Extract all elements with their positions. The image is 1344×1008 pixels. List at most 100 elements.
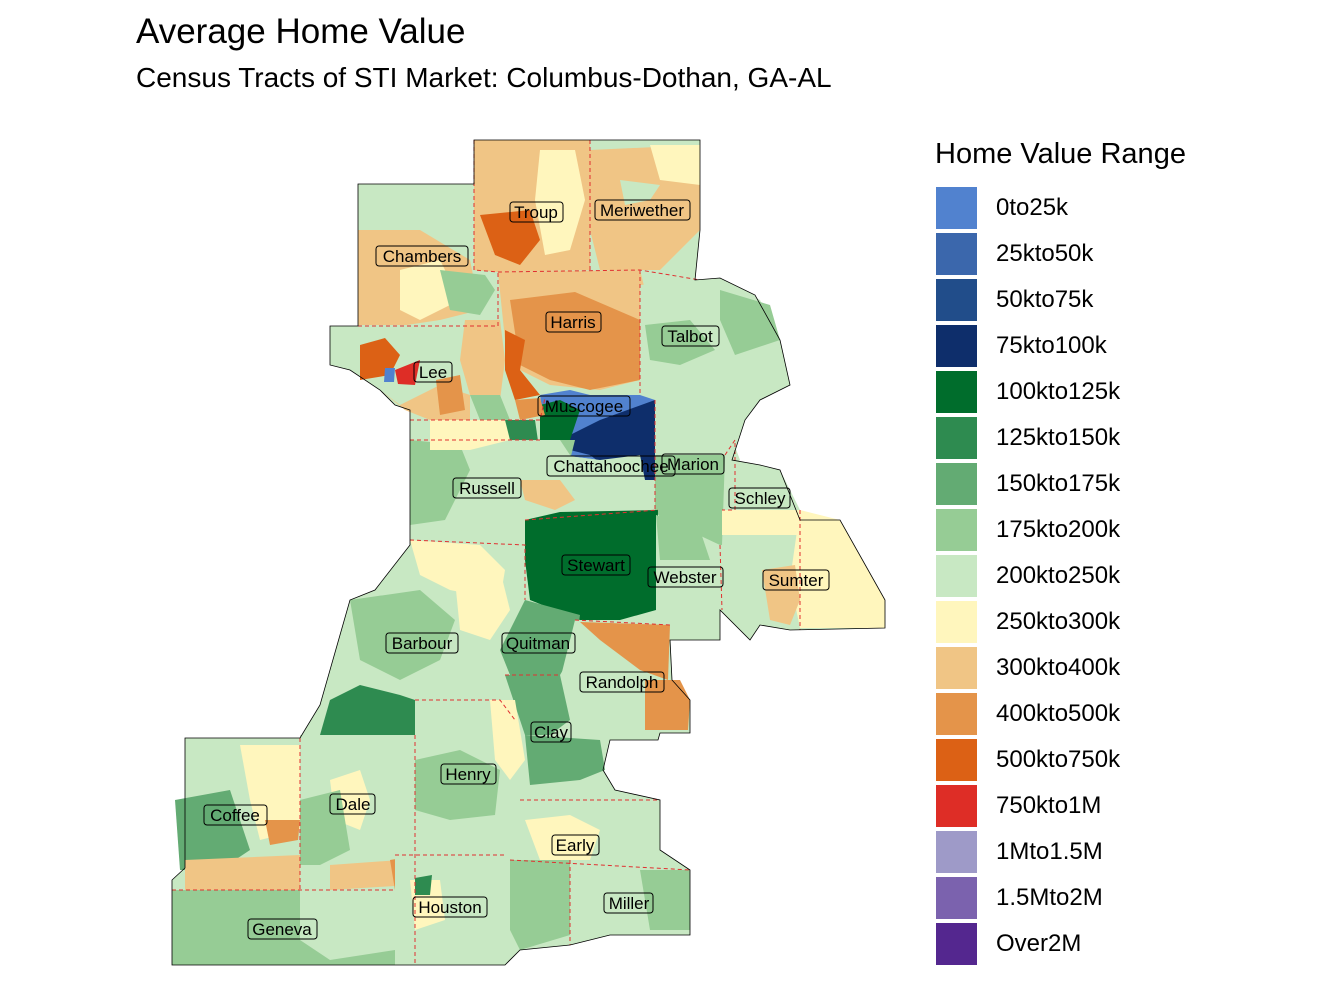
legend-swatch bbox=[935, 186, 978, 230]
svg-text:Meriwether: Meriwether bbox=[600, 201, 684, 220]
market-outline bbox=[171, 139, 886, 966]
tract-region bbox=[620, 180, 660, 205]
tract-region bbox=[436, 375, 465, 415]
legend-swatch bbox=[935, 600, 978, 644]
svg-text:Talbot: Talbot bbox=[667, 327, 713, 346]
tract-region bbox=[490, 700, 525, 780]
legend-swatch bbox=[935, 232, 978, 276]
legend-label: 150kto175k bbox=[996, 470, 1121, 497]
county-label-stewart: Stewart bbox=[561, 554, 631, 576]
county-label-early: Early bbox=[551, 834, 600, 856]
svg-text:Barbour: Barbour bbox=[392, 634, 453, 653]
tract-region bbox=[415, 875, 432, 895]
county-label-sumter: Sumter bbox=[762, 569, 830, 591]
county-label-russell: Russell bbox=[452, 477, 522, 499]
legend-label: 125kto150k bbox=[996, 424, 1121, 451]
tract-region bbox=[505, 330, 540, 400]
legend-swatch bbox=[935, 784, 978, 828]
legend-label: 400kto500k bbox=[996, 700, 1121, 727]
legend-swatch bbox=[935, 646, 978, 690]
tract-region bbox=[525, 815, 600, 860]
legend-item: 400kto500k bbox=[935, 692, 1120, 736]
tract-region bbox=[640, 870, 690, 930]
legend-swatch bbox=[935, 416, 978, 460]
county-label-barbour: Barbour bbox=[385, 632, 459, 654]
tract-region bbox=[500, 600, 580, 675]
legend-swatch bbox=[935, 370, 978, 414]
map-title: Average Home Value bbox=[136, 12, 466, 51]
svg-text:Troup: Troup bbox=[514, 203, 558, 222]
legend-item: 500kto750k bbox=[935, 738, 1120, 782]
tract-region bbox=[175, 790, 250, 870]
tract-region bbox=[650, 145, 700, 185]
tract-region bbox=[384, 368, 395, 382]
tract-region bbox=[470, 395, 510, 420]
svg-text:Russell: Russell bbox=[459, 479, 515, 498]
svg-text:Houston: Houston bbox=[418, 898, 481, 917]
tract-region bbox=[300, 890, 395, 960]
svg-text:Lee: Lee bbox=[419, 363, 447, 382]
tract-region bbox=[480, 210, 540, 265]
legend-item: 150kto175k bbox=[935, 462, 1120, 506]
county-label-quitman: Quitman bbox=[501, 632, 576, 654]
tract-region bbox=[415, 750, 500, 820]
legend-item: 1Mto1.5M bbox=[935, 830, 1103, 874]
svg-text:Dale: Dale bbox=[336, 795, 371, 814]
legend-swatch bbox=[935, 278, 978, 322]
tract-region bbox=[510, 860, 570, 950]
legend-label: 500kto750k bbox=[996, 746, 1121, 773]
county-label-chattahoochee: Chattahoochee bbox=[546, 455, 676, 477]
legend-swatch bbox=[935, 692, 978, 736]
legend-label: 25kto50k bbox=[996, 240, 1094, 267]
svg-text:Clay: Clay bbox=[534, 723, 569, 742]
tract-region bbox=[320, 685, 415, 735]
legend-item: 125kto150k bbox=[935, 416, 1120, 460]
svg-text:Randolph: Randolph bbox=[586, 673, 659, 692]
legend-swatch bbox=[935, 324, 978, 368]
legend-item: 300kto400k bbox=[935, 646, 1120, 690]
legend-label: 175kto200k bbox=[996, 516, 1121, 543]
county-label-geneva: Geneva bbox=[247, 918, 318, 940]
svg-text:Quitman: Quitman bbox=[506, 634, 570, 653]
county-label-marion: Marion bbox=[661, 453, 725, 475]
county-label-meriwether: Meriwether bbox=[594, 199, 691, 221]
tract-region bbox=[520, 480, 575, 510]
county-label-henry: Henry bbox=[440, 763, 497, 785]
svg-text:Schley: Schley bbox=[734, 489, 786, 508]
legend-label: 300kto400k bbox=[996, 654, 1121, 681]
county-label-coffee: Coffee bbox=[203, 804, 268, 826]
legend-item: 750kto1M bbox=[935, 784, 1101, 828]
tract-region bbox=[330, 860, 410, 890]
legend-swatch bbox=[935, 738, 978, 782]
tract-region bbox=[460, 320, 505, 400]
legend-item: 100kto125k bbox=[935, 370, 1120, 414]
legend-swatch bbox=[935, 830, 978, 874]
legend-swatch bbox=[935, 876, 978, 920]
tract-region bbox=[410, 440, 470, 525]
county-label-dale: Dale bbox=[329, 793, 376, 815]
legend-item: 175kto200k bbox=[935, 508, 1120, 552]
svg-text:Harris: Harris bbox=[550, 313, 595, 332]
county-label-chambers: Chambers bbox=[375, 245, 469, 267]
county-label-lee: Lee bbox=[413, 361, 453, 383]
county-label-houston: Houston bbox=[412, 896, 488, 918]
tract-region bbox=[510, 292, 640, 390]
tract-region bbox=[720, 290, 780, 355]
svg-text:Chattahoochee: Chattahoochee bbox=[553, 457, 668, 476]
legend-label: 1.5Mto2M bbox=[996, 884, 1103, 911]
county-label-schley: Schley bbox=[728, 487, 791, 509]
county-label-miller: Miller bbox=[603, 892, 654, 914]
tract-region bbox=[525, 510, 658, 620]
legend-swatch bbox=[935, 922, 978, 966]
legend-item: 1.5Mto2M bbox=[935, 876, 1103, 920]
svg-text:Stewart: Stewart bbox=[567, 556, 625, 575]
svg-text:Muscogee: Muscogee bbox=[545, 397, 623, 416]
legend-label: 750kto1M bbox=[996, 792, 1102, 819]
svg-text:Geneva: Geneva bbox=[252, 920, 312, 939]
legend-label: 200kto250k bbox=[996, 562, 1121, 589]
legend-swatch bbox=[935, 462, 978, 506]
svg-text:Miller: Miller bbox=[609, 894, 650, 913]
county-borders bbox=[172, 140, 801, 965]
legend-label: 75kto100k bbox=[996, 332, 1107, 359]
legend-item: 0to25k bbox=[935, 186, 1068, 230]
